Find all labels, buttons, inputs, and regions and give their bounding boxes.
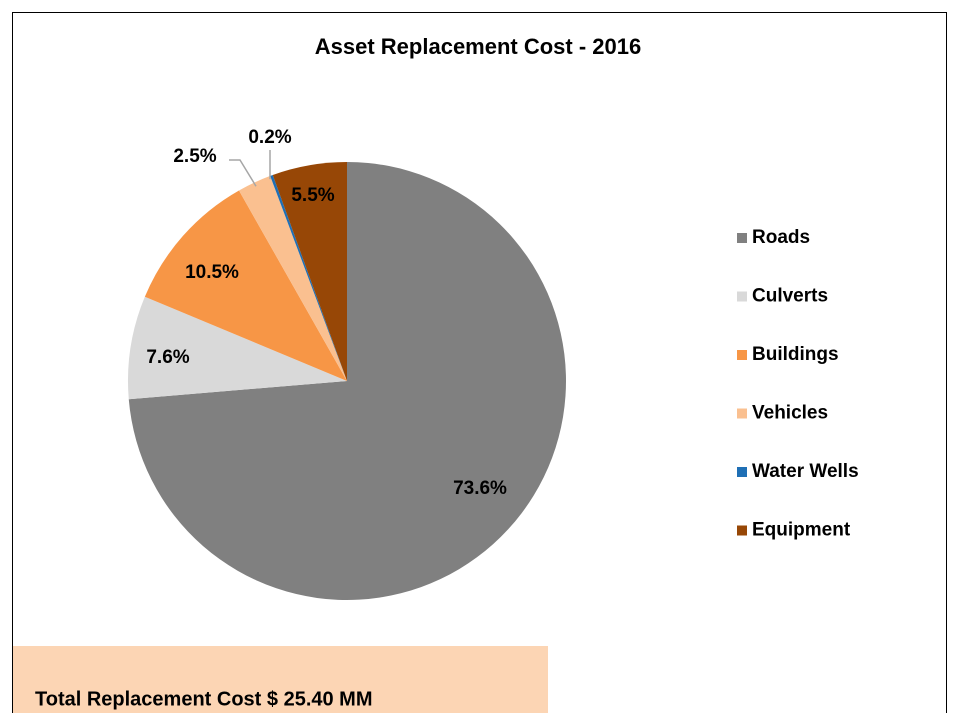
legend-label: Culverts <box>752 286 828 307</box>
legend-label: Vehicles <box>752 403 828 424</box>
legend-label: Equipment <box>752 520 851 541</box>
legend-swatch <box>737 350 747 360</box>
pie-slice <box>128 162 566 601</box>
legend-swatch <box>737 408 747 419</box>
legend-label: Water Wells <box>752 461 859 482</box>
legend-swatch <box>737 291 747 302</box>
data-label: 7.6% <box>146 347 189 368</box>
legend-swatch <box>737 525 747 536</box>
chart-frame <box>12 12 947 713</box>
data-label: 5.5% <box>291 185 334 206</box>
annotation: Total Replacement Cost $ 25.40 MM <box>35 688 373 710</box>
data-label: 2.5% <box>173 146 216 167</box>
pie-slice <box>238 175 347 381</box>
pie-slice <box>272 162 347 381</box>
legend-swatch <box>737 233 747 243</box>
chart-title: Asset Replacement Cost - 2016 <box>315 34 641 59</box>
data-label: 0.2% <box>248 127 291 148</box>
legend-label: Roads <box>752 227 810 248</box>
legend-swatch <box>737 467 747 477</box>
legend-label: Buildings <box>752 344 839 365</box>
data-label: 10.5% <box>185 262 239 283</box>
leader-line <box>229 159 257 187</box>
annotation-box <box>13 646 548 713</box>
data-label: 73.6% <box>453 478 507 499</box>
pie-slice <box>270 174 347 381</box>
pie-slice <box>127 296 347 400</box>
pie-slice <box>144 190 347 381</box>
